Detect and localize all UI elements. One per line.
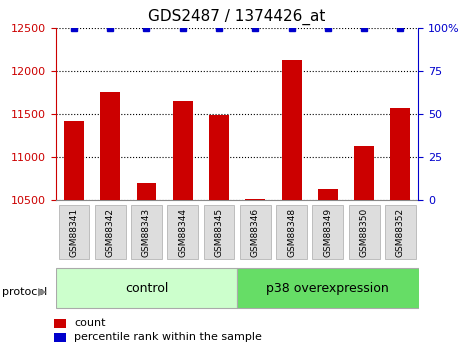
Bar <box>391 108 410 345</box>
Text: GSM88344: GSM88344 <box>178 207 187 257</box>
Text: GSM88349: GSM88349 <box>323 207 332 257</box>
FancyBboxPatch shape <box>312 205 343 259</box>
Text: GSM88345: GSM88345 <box>214 207 224 257</box>
FancyBboxPatch shape <box>276 205 307 259</box>
Text: count: count <box>74 318 106 328</box>
FancyBboxPatch shape <box>59 205 89 259</box>
Text: GSM88342: GSM88342 <box>106 207 115 257</box>
Bar <box>100 92 120 345</box>
Text: percentile rank within the sample: percentile rank within the sample <box>74 332 262 342</box>
FancyBboxPatch shape <box>131 205 162 259</box>
FancyBboxPatch shape <box>237 268 418 308</box>
FancyBboxPatch shape <box>385 205 416 259</box>
Bar <box>173 101 193 345</box>
FancyBboxPatch shape <box>240 205 271 259</box>
FancyBboxPatch shape <box>56 268 237 308</box>
Bar <box>54 319 66 328</box>
Bar <box>318 189 338 345</box>
Text: control: control <box>125 282 168 295</box>
Bar <box>64 121 84 345</box>
Text: GSM88346: GSM88346 <box>251 207 260 257</box>
Bar <box>354 146 374 345</box>
FancyBboxPatch shape <box>95 205 126 259</box>
FancyBboxPatch shape <box>167 205 198 259</box>
Text: p38 overexpression: p38 overexpression <box>266 282 389 295</box>
Bar <box>54 333 66 342</box>
Bar <box>282 60 301 345</box>
Text: ▶: ▶ <box>38 287 46 296</box>
Text: GSM88341: GSM88341 <box>69 207 79 257</box>
Bar <box>246 199 265 345</box>
Bar <box>137 183 156 345</box>
Text: GSM88343: GSM88343 <box>142 207 151 257</box>
Bar <box>209 115 229 345</box>
Title: GDS2487 / 1374426_at: GDS2487 / 1374426_at <box>148 9 326 25</box>
Text: GSM88350: GSM88350 <box>359 207 369 257</box>
FancyBboxPatch shape <box>349 205 379 259</box>
FancyBboxPatch shape <box>204 205 234 259</box>
Text: GSM88352: GSM88352 <box>396 207 405 257</box>
Text: GSM88348: GSM88348 <box>287 207 296 257</box>
Text: protocol: protocol <box>2 287 47 296</box>
